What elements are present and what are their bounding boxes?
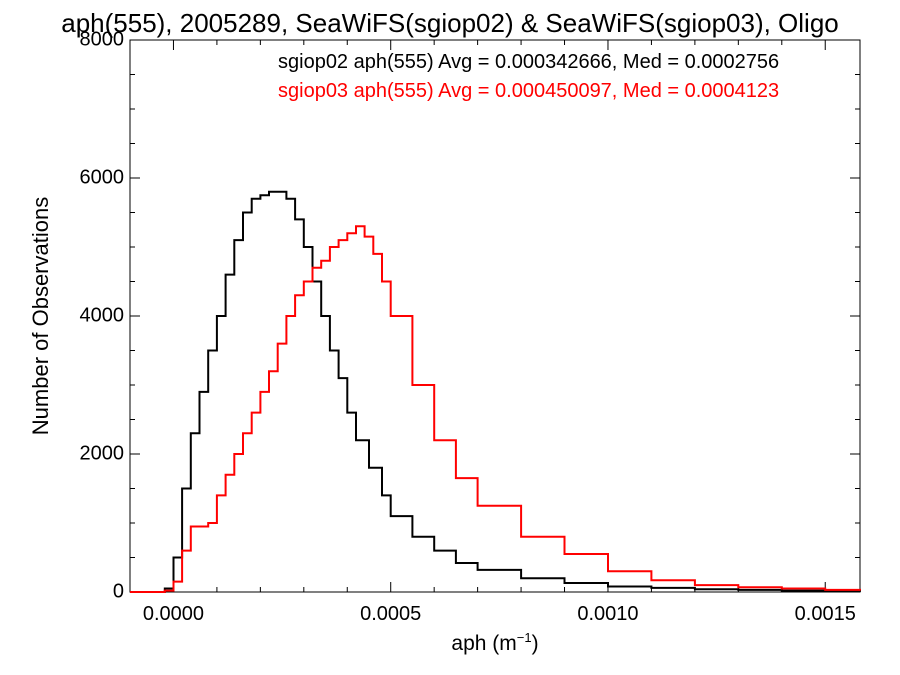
- series-line-1: [130, 190, 861, 593]
- series-lines: [130, 190, 861, 593]
- x-tick-label: 0.0000: [143, 603, 204, 625]
- x-axis-label-base: aph (m: [451, 632, 516, 655]
- x-axis-label-sup: −1: [517, 630, 532, 645]
- y-tick-label: 2000: [80, 442, 125, 464]
- x-tick-label: 0.0010: [577, 603, 638, 625]
- x-axis: 0.0000 0.0005 0.0010 0.0015: [129, 40, 856, 625]
- y-axis-label: Number of Observations: [28, 197, 53, 435]
- y-tick-label: 6000: [80, 166, 125, 188]
- legend-entry-sgiop03: sgiop03 aph(555) Avg = 0.000450097, Med …: [278, 80, 779, 102]
- y-tick-label: 0: [113, 580, 124, 602]
- legend-entry-sgiop02: sgiop02 aph(555) Avg = 0.000342666, Med …: [278, 51, 779, 73]
- x-tick-label: 0.0005: [360, 603, 421, 625]
- chart-title: aph(555), 2005289, SeaWiFS(sgiop02) & Se…: [61, 8, 839, 38]
- series-line-2: [130, 225, 861, 593]
- plot-frame: [129, 39, 861, 593]
- x-axis-label: aph (m−1): [451, 630, 538, 655]
- y-tick-label: 8000: [80, 28, 125, 50]
- x-tick-label: 0.0015: [795, 603, 856, 625]
- y-tick-label: 4000: [80, 304, 125, 326]
- x-axis-label-close: ): [532, 632, 539, 655]
- y-axis: 0 2000 4000 6000 8000: [80, 28, 860, 602]
